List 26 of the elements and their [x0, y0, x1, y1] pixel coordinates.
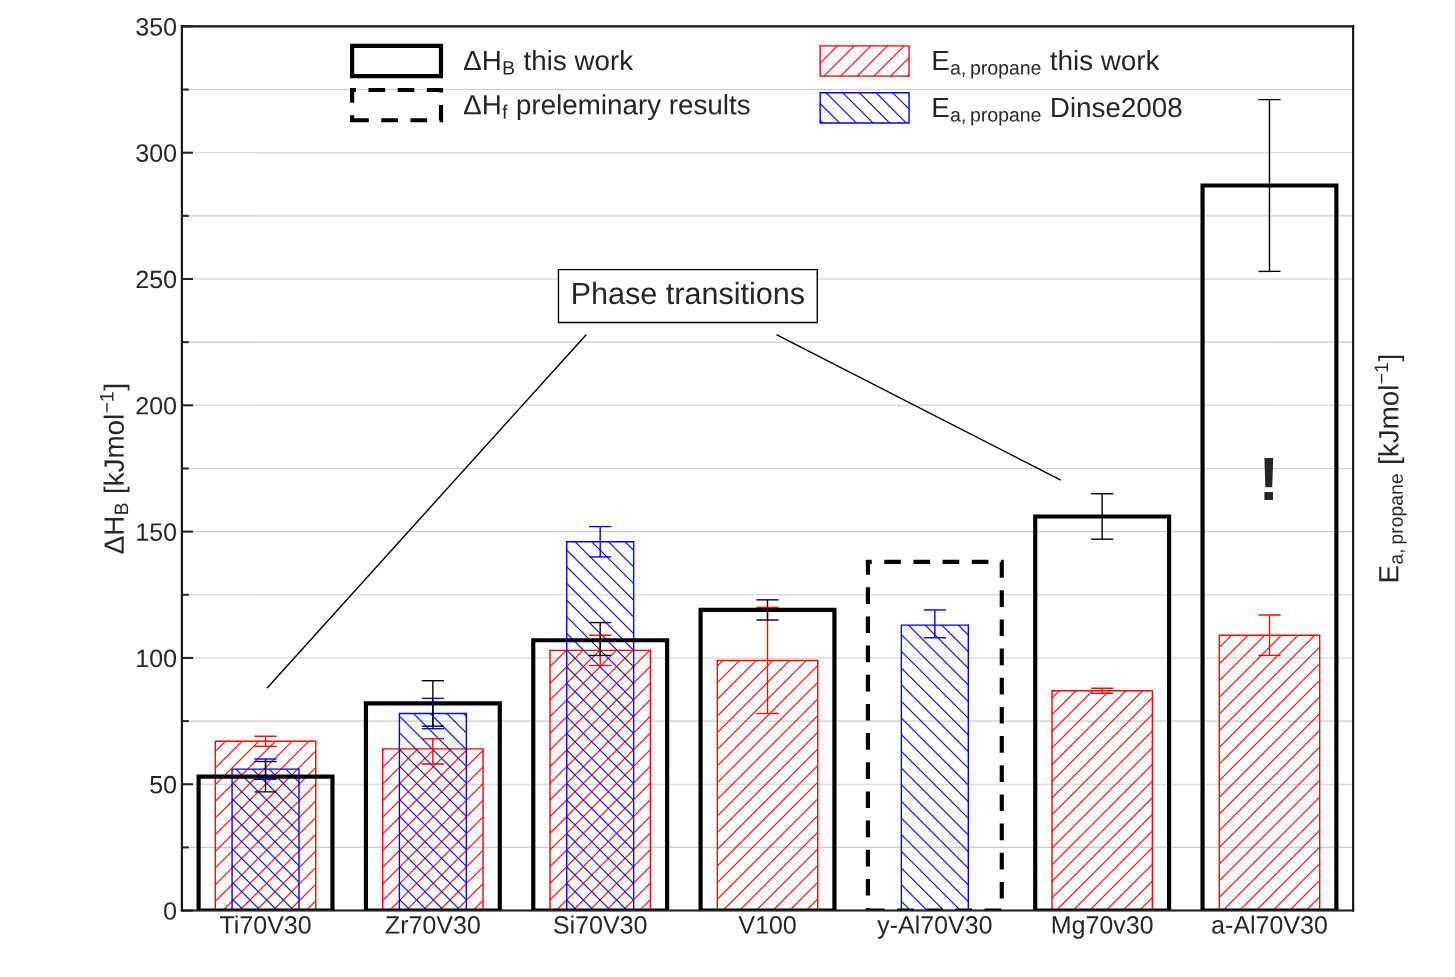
y-tick-label: 350 [136, 17, 177, 36]
y-axis-title: ΔH$_{B}$ [kJmol$^{−1}$] [100, 384, 130, 554]
y-tick-label: 150 [137, 523, 177, 541]
bar [231, 768, 300, 911]
legend-label: ΔH$_{B}$ this work [464, 49, 634, 75]
y-tick-label: 0 [164, 902, 177, 920]
x-tick-label: Zr70V30 [385, 916, 480, 934]
x-tick-label: a-Al70V30 [1212, 915, 1327, 934]
y2-axis-title: E$_{a,propane}$ [kJmol$^{−1}$] [1374, 355, 1407, 582]
y-tick-label: 250 [136, 270, 177, 289]
y-tick-label: 100 [137, 649, 177, 668]
x-tick-label: Mg70v30 [1052, 916, 1153, 939]
y-tick-label: 300 [136, 144, 177, 162]
annotation: Phase transitions [573, 281, 804, 305]
annotation: ! [1264, 457, 1274, 500]
y-tick-label: 50 [150, 775, 177, 794]
legend-label: ΔH$_{f}$ preleminary results [464, 94, 750, 121]
x-tick-label: V100 [738, 916, 796, 934]
legend-label: E$_{a,propane}$ Dinse2008 [933, 96, 1182, 126]
bar [1051, 690, 1154, 911]
legend-label: E$_{a,propane}$ this work [933, 49, 1160, 79]
bar [398, 712, 468, 911]
x-tick-label: y-Al70V30 [877, 915, 992, 939]
x-tick-label: Si70V30 [554, 915, 647, 934]
y-tick-label: 200 [136, 396, 177, 415]
x-tick-label: Ti70V30 [220, 915, 311, 934]
